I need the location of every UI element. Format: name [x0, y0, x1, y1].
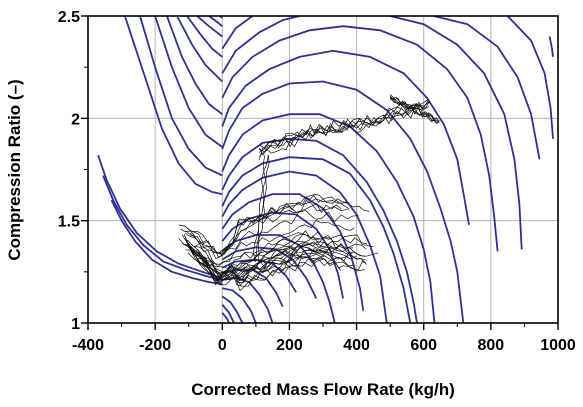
y-axis-title: Compression Ratio (–): [5, 79, 24, 260]
measured-trace: [258, 101, 429, 153]
speed-line: [433, 16, 541, 160]
measured-trace: [184, 199, 349, 255]
measured-trace: [254, 155, 269, 262]
measured-trace: [197, 249, 325, 284]
measured-trace: [389, 96, 439, 124]
speed-line: [186, 16, 223, 58]
measured-trace: [193, 241, 346, 281]
measured-trace: [258, 101, 430, 160]
measured-trace: [178, 238, 335, 286]
tick-labels: -400 -200 0 200 400 600 800 1000 1 1.5 2 2.5: [58, 9, 576, 354]
speed-line: [124, 16, 223, 195]
speed-line: [221, 312, 230, 323]
speed-line: [221, 170, 388, 323]
measured-trace: [259, 99, 429, 149]
speed-line: [221, 49, 470, 225]
speed-line: [97, 154, 223, 279]
x-tick-label: 400: [343, 337, 370, 354]
measured-trace: [187, 252, 367, 284]
speed-line: [221, 25, 499, 252]
x-tick-label: 200: [276, 337, 303, 354]
y-tick-label: 1: [71, 316, 80, 333]
speed-line: [139, 16, 223, 177]
speed-line: [176, 16, 223, 83]
x-tick-label: -200: [139, 337, 171, 354]
x-tick-label: 600: [410, 337, 437, 354]
measured-trace: [257, 155, 270, 262]
speed-line: [548, 36, 554, 58]
speed-line: [196, 16, 223, 38]
y-tick-label: 2.5: [58, 9, 80, 26]
measured-trace: [258, 100, 431, 157]
speed-line: [221, 113, 436, 323]
measured-trace: [193, 220, 355, 265]
speed-line: [221, 211, 344, 299]
measured-trace: [258, 99, 429, 153]
speed-line: [221, 234, 336, 323]
speed-line: [221, 16, 254, 50]
speed-line: [221, 258, 297, 293]
speed-line: [389, 16, 523, 250]
speed-line: [221, 246, 318, 299]
x-tick-label: 0: [218, 337, 227, 354]
x-tick-label: 800: [478, 337, 505, 354]
speed-line: [221, 295, 244, 323]
measured-trace: [186, 240, 366, 276]
x-tick-label: 1000: [540, 337, 576, 354]
measured-trace: [389, 95, 440, 123]
measured-trace: [193, 229, 368, 270]
y-tick-label: 2: [71, 111, 80, 128]
axis-ticks: [81, 15, 559, 330]
measured-trace: [185, 203, 342, 258]
measured-trace: [253, 155, 266, 262]
measured-traces: [178, 93, 440, 292]
x-tick-label: -400: [72, 337, 104, 354]
speed-line: [102, 175, 223, 281]
speed-line: [221, 80, 465, 323]
speed-line: [506, 16, 554, 139]
speed-lines: [97, 16, 554, 323]
speed-line: [166, 16, 223, 115]
grid-lines: [88, 16, 558, 323]
speed-line: [221, 137, 418, 323]
speed-line: [221, 156, 412, 323]
speed-line: [222, 287, 257, 323]
speed-line: [110, 199, 223, 285]
speed-line: [221, 16, 300, 74]
x-axis-title: Corrected Mass Flow Rate (kg/h): [191, 380, 455, 399]
speed-line: [221, 304, 235, 323]
speed-line: [208, 16, 223, 27]
speed-line: [154, 16, 223, 148]
y-tick-label: 1.5: [58, 214, 80, 231]
measured-trace: [197, 258, 341, 292]
